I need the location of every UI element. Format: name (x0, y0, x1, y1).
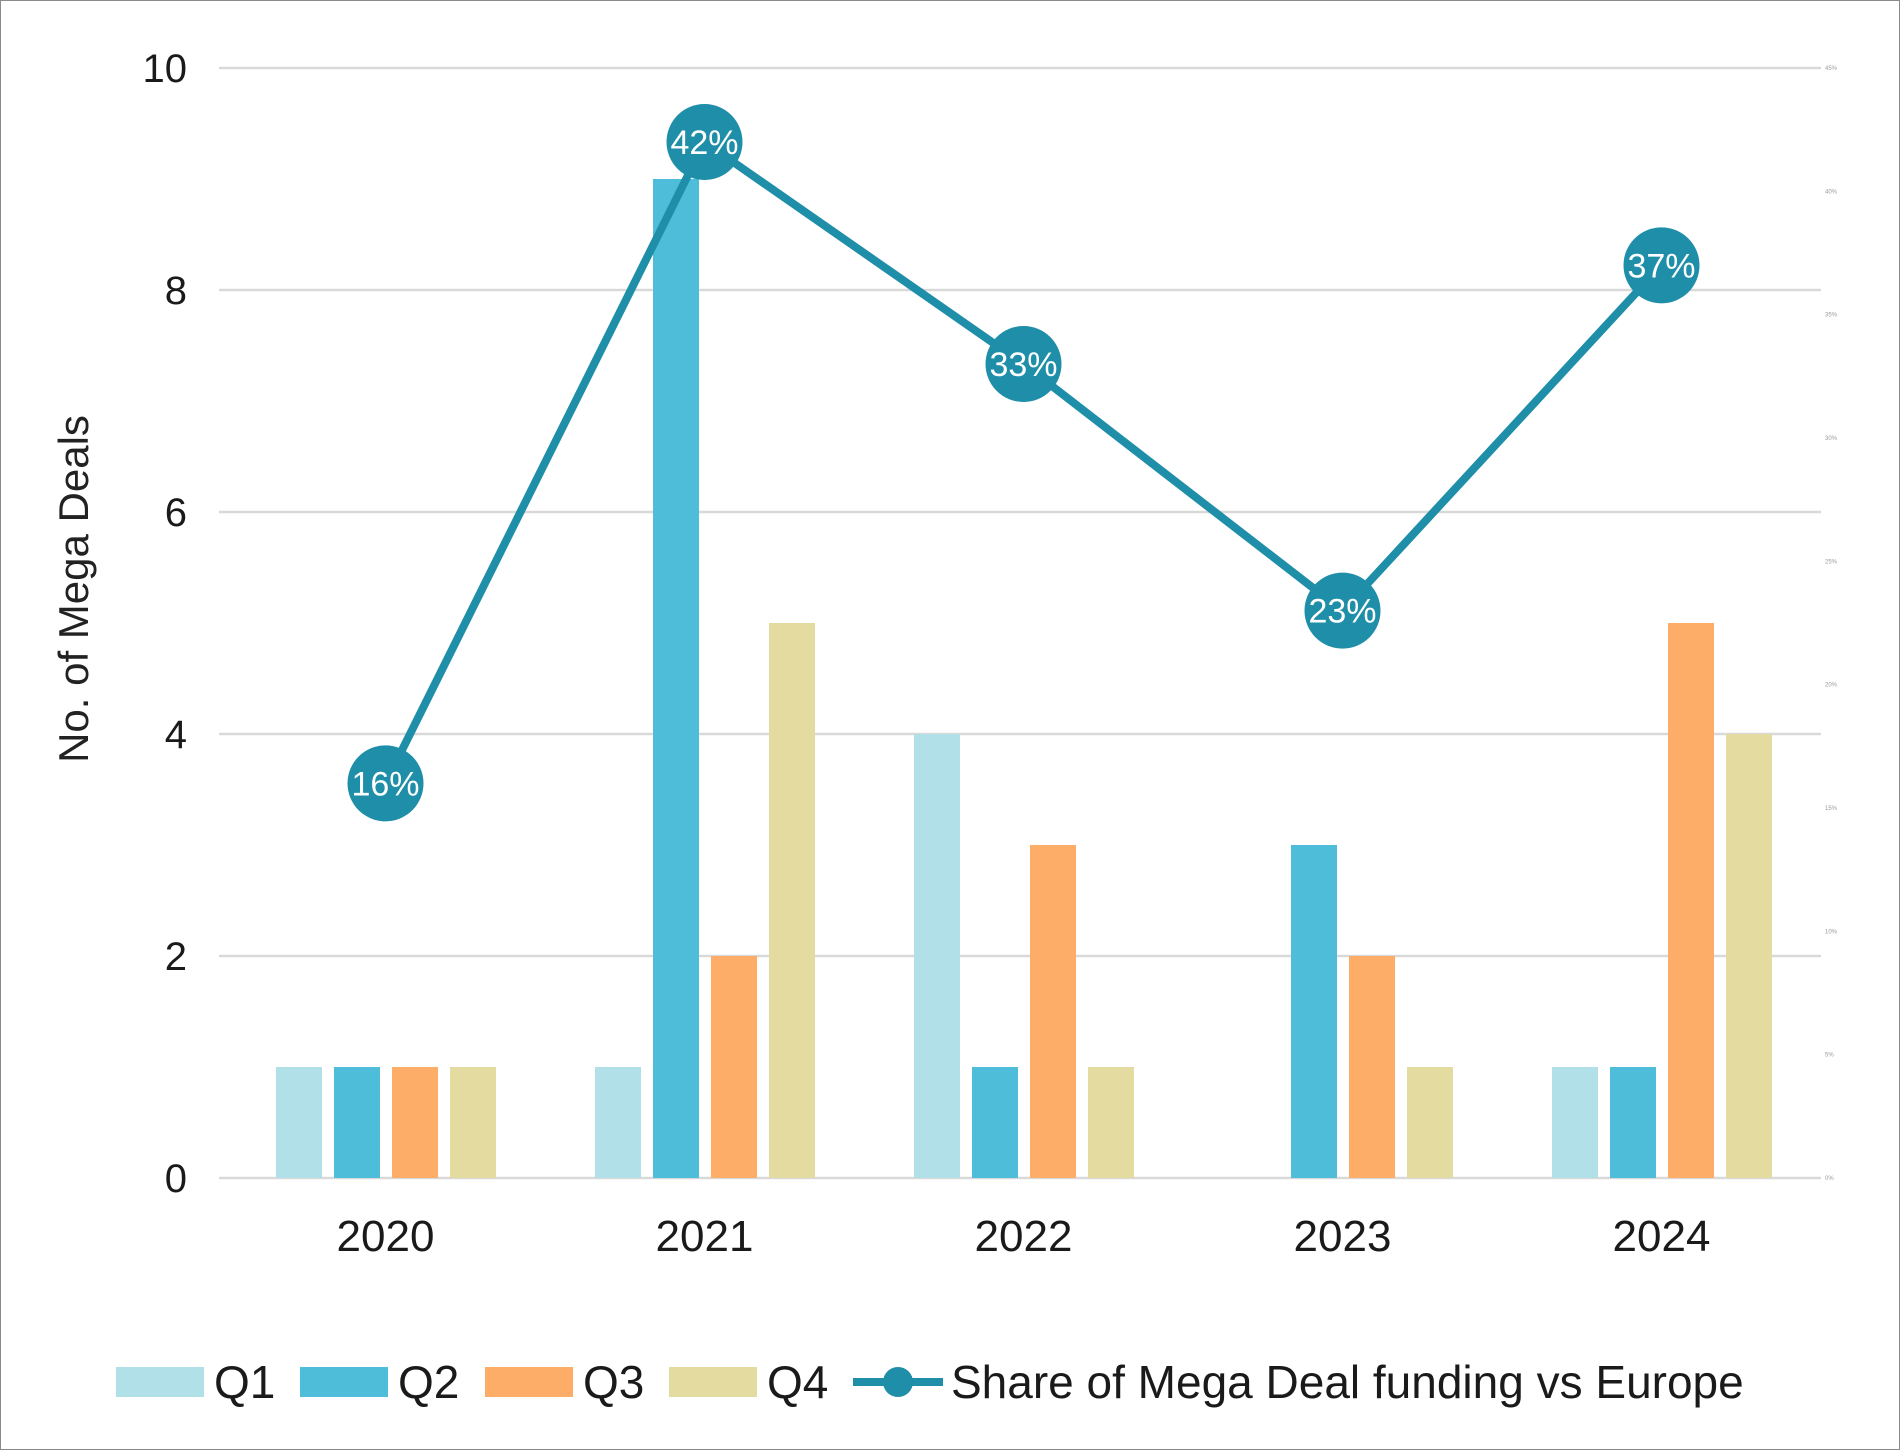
bar-q2-2022 (972, 1067, 1018, 1178)
y-tick-label: 0 (165, 1157, 187, 1201)
x-axis: 2020 2021 2022 2023 2024 (337, 1212, 1711, 1261)
bar-q1-2022 (914, 734, 960, 1178)
share-line-path (381, 138, 1665, 786)
y2-tick-label: 35% (1825, 313, 1838, 319)
legend-marker-swatch (883, 1367, 913, 1397)
x-tick-label: 2020 (337, 1212, 435, 1261)
y-axis-title: No. of Mega Deals (50, 415, 97, 763)
y2-tick-label: 25% (1825, 559, 1838, 565)
bar-q3-2020 (392, 1067, 438, 1178)
bar-q3-2023 (1349, 956, 1395, 1178)
y-tick-label: 10 (143, 47, 188, 91)
legend-label-q3: Q3 (583, 1356, 644, 1408)
legend-label-share: Share of Mega Deal funding vs Europe (951, 1356, 1744, 1408)
legend-swatch-q1 (116, 1367, 204, 1397)
bar-q4-2022 (1088, 1067, 1134, 1178)
share-marker (985, 326, 1062, 402)
legend-swatch-q3 (485, 1367, 573, 1397)
y-tick-label: 8 (165, 269, 187, 313)
legend-label-q4: Q4 (767, 1356, 828, 1408)
bar-q1-2021 (595, 1067, 641, 1178)
bar-q2-2021 (653, 179, 699, 1178)
y2-tick-label: 15% (1825, 806, 1838, 812)
y2-tick-label: 20% (1825, 683, 1838, 689)
y2-tick-label: 30% (1825, 436, 1838, 442)
y-tick-label: 6 (165, 491, 187, 535)
x-tick-label: 2021 (656, 1212, 754, 1261)
legend-label-q1: Q1 (214, 1356, 275, 1408)
bar-q2-2020 (334, 1067, 380, 1178)
y-axis: 0 2 4 6 8 10 (143, 47, 188, 1201)
share-data-label: 33% (989, 346, 1057, 384)
x-tick-label: 2024 (1613, 1212, 1711, 1261)
y2-tick-label: 40% (1825, 189, 1838, 195)
bar-q4-2020 (450, 1067, 496, 1178)
bar-q1-2020 (276, 1067, 322, 1178)
share-data-label: 23% (1308, 593, 1376, 631)
bar-q3-2022 (1030, 845, 1076, 1178)
gridlines (219, 66, 1821, 1180)
y2-tick-label: 0% (1825, 1176, 1834, 1182)
legend: Q1 Q2 Q3 Q4 Share of Mega Deal funding vs Eu… (116, 1356, 1744, 1408)
bar-q1-2024 (1552, 1067, 1598, 1178)
share-line: 16% 42% 33% 23% 37% (347, 104, 1700, 822)
y-tick-label: 4 (165, 713, 187, 757)
share-data-label: 37% (1627, 247, 1695, 285)
y2-tick-label: 45% (1825, 66, 1838, 72)
legend-label-q2: Q2 (398, 1356, 459, 1408)
bar-q4-2021 (769, 623, 815, 1178)
bar-q4-2023 (1407, 1067, 1453, 1178)
y-tick-label: 2 (165, 935, 187, 979)
y2-tick-label: 10% (1825, 929, 1838, 935)
legend-swatch-q4 (669, 1367, 757, 1397)
x-tick-label: 2022 (975, 1212, 1073, 1261)
bar-q2-2023 (1291, 845, 1337, 1178)
bar-q4-2024 (1726, 734, 1772, 1178)
legend-swatch-q2 (300, 1367, 388, 1397)
share-marker (1304, 572, 1381, 649)
share-marker (666, 104, 743, 180)
y2-tick-label: 5% (1825, 1053, 1834, 1059)
bars (276, 179, 1772, 1178)
y2-axis: 0% 5% 10% 15% 20% 25% 30% 35% 40% 45% (1825, 66, 1838, 1182)
bar-q3-2021 (711, 956, 757, 1178)
share-marker (347, 745, 424, 822)
share-marker (1623, 227, 1700, 304)
share-data-label: 16% (351, 765, 419, 803)
bar-q3-2024 (1668, 623, 1714, 1178)
x-tick-label: 2023 (1294, 1212, 1392, 1261)
bar-q2-2024 (1610, 1067, 1656, 1178)
share-data-label: 42% (670, 124, 738, 162)
